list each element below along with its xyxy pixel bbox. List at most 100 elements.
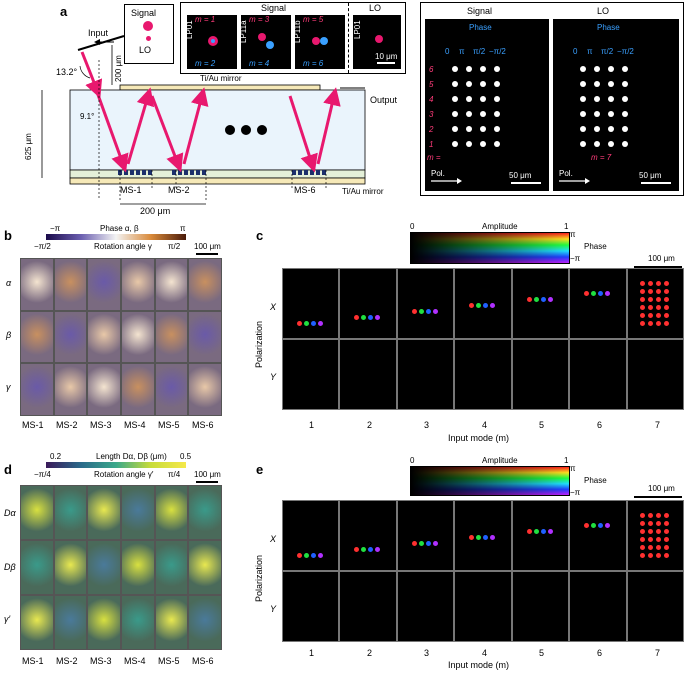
d-tile xyxy=(121,540,155,595)
gap-label: 200 μm xyxy=(114,55,123,82)
output-label: Output xyxy=(370,95,398,105)
lo-output-spot xyxy=(655,305,661,310)
output-spot xyxy=(311,553,316,558)
m-equals: m = xyxy=(427,153,441,162)
e-col-5: 5 xyxy=(539,648,545,658)
b-col-5: MS-5 xyxy=(158,420,180,430)
lo-output-spot xyxy=(639,281,645,286)
e-row-y: Y xyxy=(270,604,277,614)
d-row-gamma-prime: γ′ xyxy=(4,614,11,624)
output-spot xyxy=(368,315,374,320)
e-scale-bar xyxy=(634,496,682,498)
c-cb-title: Amplitude xyxy=(482,222,518,231)
signal-spot xyxy=(480,96,486,102)
signal-spot xyxy=(494,111,500,117)
lo-spot xyxy=(622,66,628,72)
b-col-1: MS-1 xyxy=(22,420,44,430)
d-tile xyxy=(20,485,54,540)
output-spot xyxy=(297,321,302,326)
lo-output-spot xyxy=(655,553,661,558)
signal-spot xyxy=(452,111,458,117)
lo-spot xyxy=(580,111,586,117)
lo-output-spot xyxy=(647,321,653,326)
b-tile xyxy=(53,258,88,311)
d-tile xyxy=(87,595,121,650)
lo-output-spot xyxy=(655,281,661,286)
panel-letter-d: d xyxy=(4,462,12,477)
output-spot xyxy=(354,315,360,320)
output-spot xyxy=(483,535,489,540)
signal-spot xyxy=(480,141,486,147)
b-tile xyxy=(154,258,189,311)
lo-output-spot xyxy=(655,521,661,526)
lo-spot xyxy=(594,126,600,132)
lo-phase-3: −π/2 xyxy=(617,47,634,56)
lo-output-spot xyxy=(639,553,645,558)
b-tile xyxy=(188,363,222,416)
b-tile xyxy=(154,310,189,364)
signal-dot-icon xyxy=(143,21,153,31)
angle-inside-label: 9.1° xyxy=(80,112,95,121)
b-row-beta: β xyxy=(6,330,12,340)
lo-output-spot xyxy=(663,305,669,310)
d-tile xyxy=(121,595,155,650)
signal-spot xyxy=(494,126,500,132)
lo-spot xyxy=(580,96,586,102)
signal-spot xyxy=(480,81,486,87)
e-col-3: 3 xyxy=(424,648,430,658)
d-col-4: MS-4 xyxy=(124,656,146,666)
lo-output-spot xyxy=(647,513,653,518)
legend-signal-label: Signal xyxy=(131,8,157,18)
e-intensity-grid xyxy=(282,500,684,642)
d-tile xyxy=(20,595,54,650)
lo-output-spot xyxy=(647,553,653,558)
ms6-label: MS-6 xyxy=(294,185,316,195)
e-amplitude-phase-colorbar xyxy=(410,466,570,496)
output-spot xyxy=(418,309,424,314)
spacing-label: 200 μm xyxy=(140,206,171,216)
output-spot xyxy=(584,523,590,528)
b-row-alpha: α xyxy=(6,278,12,288)
d-row-dalpha: Dα xyxy=(4,508,16,518)
e-cell xyxy=(511,500,570,571)
c-cell xyxy=(396,339,455,410)
b-scale-bar xyxy=(196,253,218,255)
b-tile xyxy=(188,258,222,311)
output-spot xyxy=(533,297,539,302)
c-row-x: X xyxy=(270,302,277,312)
e-cell xyxy=(396,500,455,571)
output-spot xyxy=(432,541,438,546)
d-tile xyxy=(188,540,222,595)
e-cb-left: 0 xyxy=(410,456,415,465)
signal-spot xyxy=(494,96,500,102)
lo-spot xyxy=(608,96,614,102)
signal-phase-word: Phase xyxy=(469,23,492,32)
inset-divider xyxy=(348,3,349,73)
angle-in-label: 13.2° xyxy=(56,67,78,77)
lo-output-spot xyxy=(639,305,645,310)
d-tile xyxy=(154,485,189,540)
d-cb-top-left: 0.2 xyxy=(50,452,62,461)
d-tile xyxy=(188,485,222,540)
output-spot xyxy=(311,321,316,326)
lo-spot xyxy=(608,111,614,117)
signal-spot xyxy=(452,66,458,72)
d-tile xyxy=(20,540,54,595)
lo-spot xyxy=(622,81,628,87)
e-col-7: 7 xyxy=(655,648,661,658)
output-spot xyxy=(591,523,597,528)
lo-output-spot xyxy=(663,553,669,558)
lo-spot xyxy=(594,141,600,147)
lo-output-spot xyxy=(663,529,669,534)
e-col-2: 2 xyxy=(367,648,373,658)
c-cb-right: 1 xyxy=(564,222,569,231)
lo-spot xyxy=(580,81,586,87)
b-scale-label: 100 μm xyxy=(194,242,221,251)
d-tile xyxy=(121,485,155,540)
b-row-gamma: γ xyxy=(6,382,11,392)
b-tile xyxy=(87,258,121,311)
mode-top-3: m = 5 xyxy=(303,15,324,24)
m-row-4: 4 xyxy=(429,95,434,104)
output-spot xyxy=(432,309,438,314)
lo-output-spot xyxy=(663,297,669,302)
